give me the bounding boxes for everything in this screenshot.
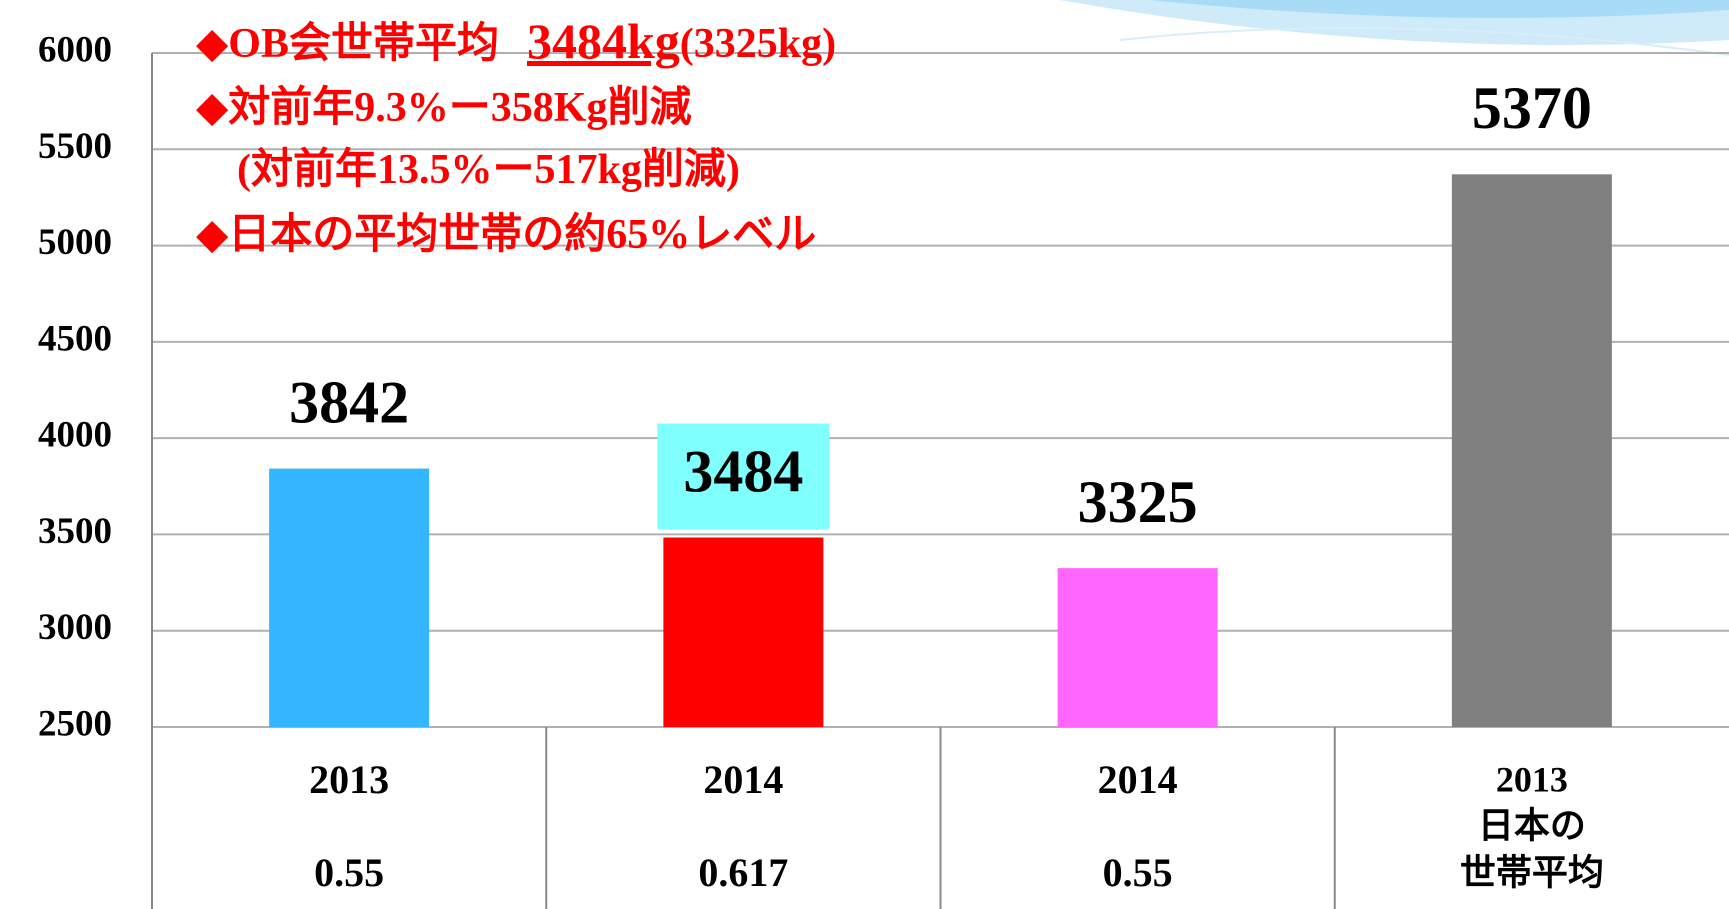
bar xyxy=(663,537,824,727)
annotation-part: ◆日本の平均世帯の約65%レベル xyxy=(196,211,816,258)
x-tick-label: 日本の xyxy=(1478,805,1586,845)
x-tick-label: 0.617 xyxy=(698,850,788,895)
value-label: 3325 xyxy=(1078,469,1198,535)
value-label: 3484 xyxy=(683,438,803,504)
y-tick-label: 4000 xyxy=(38,415,112,456)
y-tick-label: 3500 xyxy=(38,511,112,552)
annotation: ◆対前年9.3%ー358Kg削減 xyxy=(196,84,691,131)
decoration xyxy=(1119,27,1729,56)
bar xyxy=(269,468,430,727)
annotation: (対前年13.5%ー517kg削減) xyxy=(237,146,740,193)
x-tick-label: 0.55 xyxy=(314,850,384,895)
annotation-part: (対前年13.5%ー517kg削減) xyxy=(237,146,740,193)
y-tick-label: 3000 xyxy=(38,607,112,648)
annotation: ◆OB会世帯平均 3484kg(3325kg) xyxy=(196,13,836,69)
x-tick-label: 2013 xyxy=(309,757,389,802)
value-label: 3842 xyxy=(289,369,409,435)
annotation-part: (3325kg) xyxy=(680,21,836,67)
annotation-part: ◆対前年9.3%ー358Kg削減 xyxy=(196,84,691,131)
x-tick-label: 2014 xyxy=(703,757,783,802)
value-label-background xyxy=(657,423,830,530)
annotation: ◆日本の平均世帯の約65%レベル xyxy=(196,211,816,258)
value-label: 5370 xyxy=(1472,75,1592,141)
x-tick-label: 世帯平均 xyxy=(1460,852,1604,892)
annotation-part: ◆OB会世帯平均 xyxy=(196,20,499,67)
bar xyxy=(1451,174,1612,727)
y-tick-label: 4500 xyxy=(38,318,112,359)
y-tick-label: 6000 xyxy=(38,29,112,70)
decoration xyxy=(1150,0,1729,18)
y-tick-label: 5000 xyxy=(38,222,112,263)
bar xyxy=(1057,568,1218,727)
annotation-part: 3484kg xyxy=(527,13,680,69)
y-tick-label: 5500 xyxy=(38,126,112,167)
y-tick-label: 2500 xyxy=(38,703,112,744)
x-tick-label: 0.55 xyxy=(1103,850,1173,895)
x-tick-label: 2014 xyxy=(1098,757,1178,802)
x-tick-label: 2013 xyxy=(1496,759,1568,799)
